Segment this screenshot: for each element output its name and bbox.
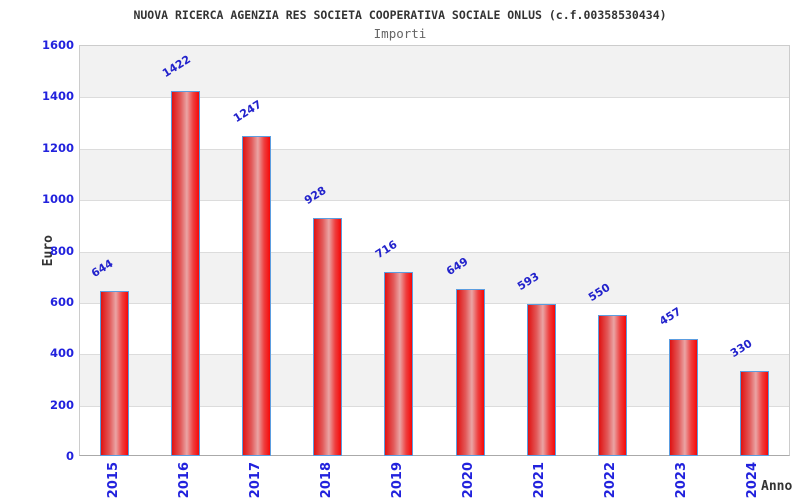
y-tick-label: 1400 [41, 89, 74, 103]
y-tick-label: 0 [65, 449, 74, 463]
x-tick-label: 2020 [461, 462, 476, 499]
grid-line [80, 252, 789, 253]
bar-2022 [598, 315, 627, 456]
grid-line [80, 149, 789, 150]
bar-2021 [527, 304, 556, 456]
grid-line [80, 406, 789, 407]
bar-2015 [100, 291, 129, 456]
y-tick-label: 200 [49, 398, 74, 412]
bar-2017 [242, 136, 271, 456]
chart-subtitle: Importi [373, 26, 427, 41]
x-tick-label: 2021 [532, 462, 547, 499]
y-tick-label: 600 [49, 295, 74, 309]
x-tick-label: 2019 [390, 462, 405, 499]
y-tick-label: 400 [49, 346, 74, 360]
bar-2024 [740, 371, 769, 456]
bar-2020 [456, 289, 485, 456]
chart-title: NUOVA RICERCA AGENZIA RES SOCIETA COOPER… [133, 8, 667, 22]
y-tick-label: 1000 [41, 192, 74, 206]
grid-line [80, 200, 789, 201]
grid-line [80, 97, 789, 98]
bar-2019 [384, 272, 413, 456]
grid-line [80, 303, 789, 304]
x-tick-label: 2023 [674, 462, 689, 499]
y-tick-label: 1600 [41, 38, 74, 52]
x-tick-label: 2022 [603, 462, 618, 499]
x-tick-label: 2024 [745, 462, 760, 499]
x-axis-title: Anno [761, 479, 793, 494]
grid-line [80, 354, 789, 355]
bar-2016 [171, 91, 200, 456]
y-tick-label: 800 [49, 244, 74, 258]
y-tick-label: 1200 [41, 141, 74, 155]
bar-2018 [313, 218, 342, 456]
x-tick-label: 2018 [319, 462, 334, 499]
x-tick-label: 2016 [177, 462, 192, 499]
grid-band [80, 46, 789, 98]
x-tick-label: 2017 [248, 462, 263, 499]
x-tick-label: 2015 [106, 462, 121, 499]
bar-2023 [669, 339, 698, 456]
